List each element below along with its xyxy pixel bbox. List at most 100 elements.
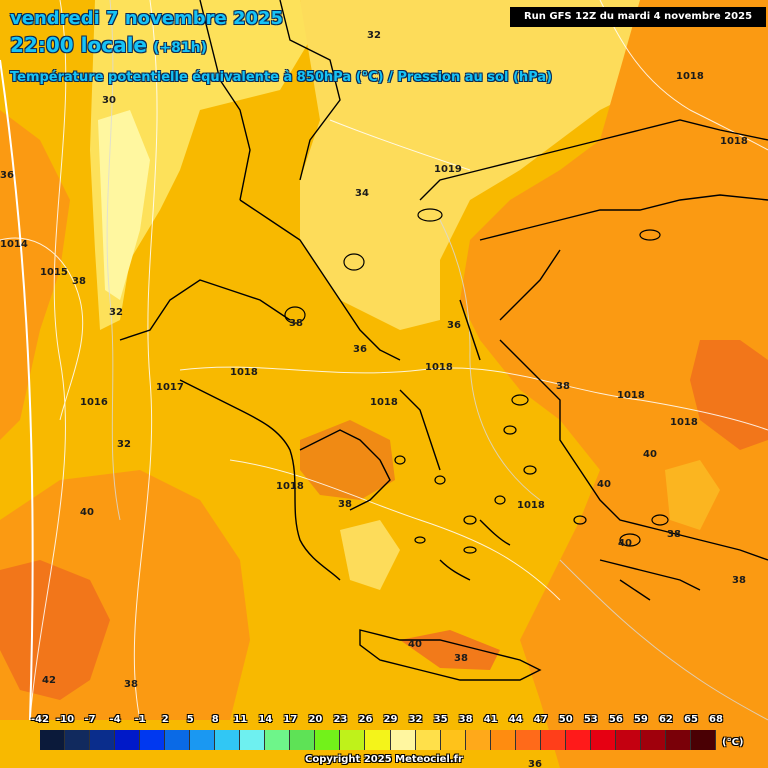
legend-cell — [140, 730, 166, 750]
legend-tick-label: 59 — [633, 714, 648, 725]
legend-tick-label: 26 — [358, 714, 373, 725]
legend-tick-label: 44 — [508, 714, 523, 725]
north-yellow-region — [300, 0, 640, 330]
legend-tick-label: 35 — [433, 714, 448, 725]
pressure-label: 1018 — [517, 500, 545, 511]
pressure-label: 1018 — [617, 390, 645, 401]
grid-line — [0, 59, 34, 721]
forecast-offset: (+81h) — [153, 40, 207, 56]
legend-tick-label: 29 — [383, 714, 398, 725]
legend-tick-label: 68 — [709, 714, 723, 725]
legend-tick-label: 5 — [186, 714, 194, 725]
theta-e-contours — [106, 0, 768, 721]
legend-cell — [490, 730, 516, 750]
legend-tick-label: 53 — [583, 714, 598, 725]
pressure-label: 1017 — [156, 382, 184, 393]
theta-e-label: 38 — [124, 679, 138, 690]
legend-cell — [540, 730, 566, 750]
forecast-time-text: 22:00 locale — [10, 33, 147, 57]
legend-cell — [315, 730, 341, 750]
legend-tick-label: -4 — [109, 714, 121, 725]
legend-tick-label: 14 — [258, 714, 273, 725]
legend-tick-label: 32 — [408, 714, 423, 725]
islands — [284, 208, 669, 554]
legend-tick-label: 56 — [608, 714, 623, 725]
legend-cell — [240, 730, 266, 750]
pale-yellow-band — [98, 110, 150, 300]
legend-tick-label: 20 — [308, 714, 323, 725]
legend-cell — [640, 730, 666, 750]
theta-e-label: 42 — [42, 675, 56, 686]
legend-cell — [340, 730, 366, 750]
forecast-date: vendredi 7 novembre 2025 — [10, 8, 284, 29]
theta-e-label: 38 — [289, 318, 303, 329]
legend-cell — [40, 730, 66, 750]
theta-e-label: 38 — [732, 575, 746, 586]
theta-e-label: 32 — [109, 307, 123, 318]
legend-cell — [440, 730, 466, 750]
legend-tick-label: 38 — [458, 714, 473, 725]
pressure-label: 1018 — [230, 367, 258, 378]
pressure-labels: 1018 1018 1019 1014 1015 1017 1016 1018 … — [0, 71, 748, 511]
legend-cell — [390, 730, 416, 750]
theta-e-label: 34 — [355, 188, 369, 199]
legend-tick-label: 11 — [233, 714, 248, 725]
legend-tick-label: 2 — [161, 714, 169, 725]
pressure-label: 1019 — [434, 164, 462, 175]
legend-cell — [590, 730, 616, 750]
theta-e-label: 40 — [408, 639, 422, 650]
theta-e-label: 40 — [618, 538, 632, 549]
pressure-label: 1018 — [720, 136, 748, 147]
pressure-label: 1018 — [276, 481, 304, 492]
legend-tick-label: 47 — [533, 714, 548, 725]
pressure-label: 1015 — [40, 267, 68, 278]
legend-cell — [190, 730, 216, 750]
legend-tick-label: 50 — [558, 714, 573, 725]
legend-cell — [215, 730, 241, 750]
theta-e-label: 38 — [667, 529, 681, 540]
legend-cell — [665, 730, 691, 750]
legend-cell — [290, 730, 316, 750]
theta-e-label: 32 — [367, 30, 381, 41]
legend-cell — [365, 730, 391, 750]
pressure-label: 1014 — [0, 239, 28, 250]
isobars — [0, 0, 768, 721]
legend-tick-label: 17 — [283, 714, 298, 725]
legend-cell — [615, 730, 641, 750]
forecast-time: 22:00 locale (+81h) — [10, 33, 207, 57]
theta-e-label: 40 — [597, 479, 611, 490]
theta-e-labels: 32 30 36 34 38 38 32 36 36 32 38 38 38 4… — [0, 30, 746, 768]
theta-e-label: 36 — [0, 170, 14, 181]
theta-e-label: 40 — [80, 507, 94, 518]
west-orange-region — [0, 110, 70, 440]
legend-cell — [690, 730, 716, 750]
pressure-label: 1018 — [670, 417, 698, 428]
pressure-label: 1018 — [425, 362, 453, 373]
legend-cell — [465, 730, 491, 750]
theta-e-label: 40 — [643, 449, 657, 460]
theta-e-label: 32 — [117, 439, 131, 450]
pressure-label: 1018 — [370, 397, 398, 408]
theta-e-label: 38 — [556, 381, 570, 392]
theta-e-label: 36 — [447, 320, 461, 331]
east-yellow-spot — [665, 460, 720, 530]
legend-cell — [265, 730, 291, 750]
legend-tick-label: 62 — [658, 714, 673, 725]
theta-e-label: 30 — [102, 95, 116, 106]
theta-e-label: 36 — [353, 344, 367, 355]
legend-cell — [65, 730, 91, 750]
pressure-label: 1016 — [80, 397, 108, 408]
legend-tick-label: -42 — [30, 714, 50, 725]
theta-e-label: 38 — [454, 653, 468, 664]
aegean-orange-spot — [300, 420, 395, 500]
theta-e-label: 36 — [528, 759, 542, 768]
run-info: Run GFS 12Z du mardi 4 novembre 2025 — [510, 7, 766, 27]
legend-tick-label: -10 — [55, 714, 75, 725]
legend-cell — [90, 730, 116, 750]
legend-tick-label: 41 — [483, 714, 498, 725]
pressure-label: 1018 — [676, 71, 704, 82]
legend-tick-label: -1 — [134, 714, 146, 725]
theta-e-label: 38 — [72, 276, 86, 287]
legend-cell — [415, 730, 441, 750]
